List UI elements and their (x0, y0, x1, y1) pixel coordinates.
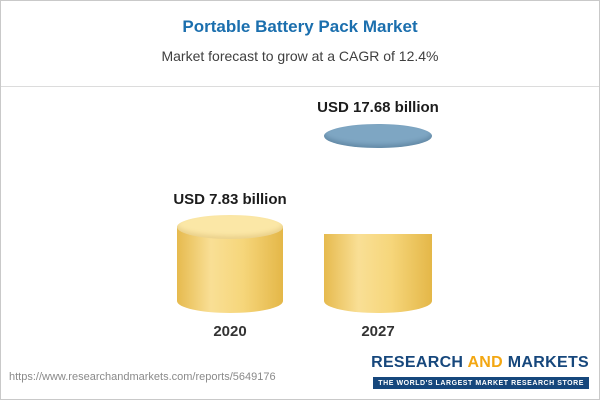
axis-label-2020: 2020 (213, 323, 247, 340)
logo-word-markets: MARKETS (507, 354, 589, 371)
chart-title: Portable Battery Pack Market (182, 17, 418, 36)
logo-wordmark: RESEARCH AND MARKETS (371, 354, 589, 372)
report-url-link[interactable]: https://www.researchandmarkets.com/repor… (9, 371, 276, 383)
cylinder-2020-top-ellipse (177, 215, 283, 239)
cylinder-2027-top-ellipse (324, 124, 432, 148)
logo-word-and: AND (467, 354, 504, 371)
cylinder-2027-blue-segment (324, 136, 432, 246)
research-and-markets-logo: RESEARCH AND MARKETS THE WORLD'S LARGEST… (371, 354, 589, 390)
chart-header: Portable Battery Pack Market Market fore… (1, 1, 599, 64)
logo-tagline: THE WORLD'S LARGEST MARKET RESEARCH STOR… (373, 377, 589, 389)
chart-subtitle: Market forecast to grow at a CAGR of 12.… (161, 48, 439, 64)
cylinder-2020-body (177, 227, 283, 313)
cylinder-bar-2020 (177, 215, 283, 315)
value-label-2020: USD 7.83 billion (173, 191, 287, 208)
header-divider (1, 86, 599, 87)
value-label-2027: USD 17.68 billion (317, 99, 439, 116)
cylinder-bar-2027 (324, 124, 432, 314)
logo-word-research: RESEARCH (371, 354, 464, 371)
axis-label-2027: 2027 (361, 323, 395, 340)
cylinder-2027-yellow-segment (324, 234, 432, 313)
